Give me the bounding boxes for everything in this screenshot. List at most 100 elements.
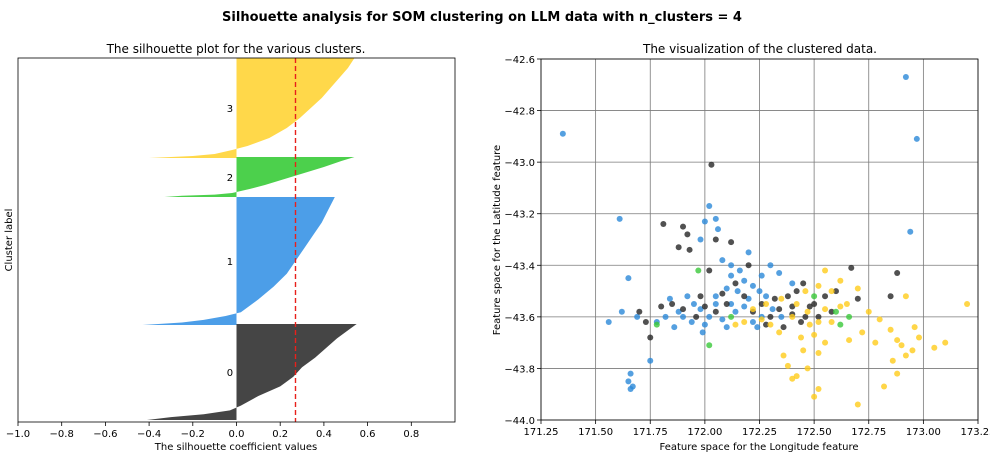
scatter-y-tick-label: −43.4	[504, 261, 535, 272]
scatter-point-cluster-3	[804, 365, 811, 372]
scatter-point-cluster-0	[793, 288, 800, 295]
silhouette-x-tick-label: −0.2	[181, 429, 205, 440]
scatter-point-cluster-0	[745, 262, 752, 269]
scatter-point-cluster-1	[736, 267, 743, 274]
scatter-point-cluster-0	[741, 293, 748, 300]
scatter-point-cluster-1	[902, 74, 909, 81]
scatter-point-cluster-3	[872, 339, 879, 346]
scatter-point-cluster-0	[887, 293, 894, 300]
scatter-point-cluster-1	[756, 288, 763, 295]
scatter-point-cluster-3	[804, 308, 811, 315]
scatter-point-cluster-2	[837, 321, 844, 328]
scatter-x-tick-label: 173.00	[906, 427, 941, 438]
scatter-point-cluster-3	[793, 300, 800, 307]
silhouette-x-tick-label: 0.6	[360, 429, 376, 440]
silhouette-band-0	[146, 324, 357, 420]
scatter-point-cluster-1	[712, 300, 719, 307]
scatter-point-cluster-1	[701, 218, 708, 225]
scatter-point-cluster-0	[815, 313, 822, 320]
scatter-point-cluster-3	[911, 324, 918, 331]
scatter-point-cluster-1	[913, 135, 920, 142]
scatter-point-cluster-3	[964, 300, 971, 307]
silhouette-x-ticks: −1.0 −0.8 −0.6 −0.4 −0.2 0.0 0.2 0.4 0.6 0.8	[6, 422, 419, 440]
scatter-y-label: Feature space for the Latitude feature	[492, 145, 503, 335]
scatter-point-cluster-1	[647, 357, 654, 364]
scatter-point-cluster-1	[625, 275, 632, 282]
scatter-point-cluster-0	[686, 246, 693, 253]
scatter-point-cluster-0	[723, 300, 730, 307]
scatter-point-cluster-1	[712, 293, 719, 300]
silhouette-plot-area: 0 1 2 3	[17, 57, 456, 423]
scatter-y-tick-label: −43.0	[504, 158, 535, 169]
scatter-point-cluster-3	[798, 334, 805, 341]
scatter-point-cluster-1	[706, 313, 713, 320]
scatter-point-cluster-3	[767, 321, 774, 328]
silhouette-x-label: The silhouette coefficient values	[154, 442, 318, 453]
scatter-point-cluster-3	[894, 337, 901, 344]
silhouette-band-3	[149, 58, 355, 158]
figure-suptitle: Silhouette analysis for SOM clustering o…	[222, 10, 742, 25]
scatter-point-cluster-1	[634, 313, 641, 320]
scatter-point-cluster-3	[876, 316, 883, 323]
scatter-point-cluster-3	[822, 267, 829, 274]
scatter-point-cluster-2	[811, 293, 818, 300]
scatter-point-cluster-1	[728, 262, 735, 269]
scatter-y-tick-label: −43.8	[504, 364, 535, 375]
scatter-point-cluster-1	[697, 236, 704, 243]
scatter-point-cluster-3	[902, 352, 909, 359]
scatter-point-cluster-0	[728, 239, 735, 246]
scatter-point-cluster-0	[719, 290, 726, 297]
scatter-point-cluster-3	[843, 300, 850, 307]
scatter-point-cluster-3	[916, 334, 923, 341]
scatter-point-cluster-0	[680, 223, 687, 230]
scatter-point-cluster-3	[815, 349, 822, 356]
scatter-point-cluster-0	[658, 303, 665, 310]
scatter-point-cluster-0	[798, 319, 805, 326]
scatter-point-cluster-0	[680, 306, 687, 313]
scatter-point-cluster-0	[784, 293, 791, 300]
scatter-point-cluster-0	[701, 303, 708, 310]
scatter-y-ticks: −44.0 −43.8 −43.6 −43.4 −43.2 −43.0 −42.8 −42.6	[504, 55, 541, 427]
scatter-point-cluster-0	[684, 231, 691, 238]
scatter-x-tick-label: 171.50	[578, 427, 613, 438]
scatter-point-cluster-0	[647, 334, 654, 341]
scatter-point-cluster-0	[697, 293, 704, 300]
scatter-point-cluster-0	[771, 295, 778, 302]
scatter-point-cluster-1	[666, 295, 673, 302]
silhouette-cluster-label-0: 0	[227, 368, 233, 379]
scatter-point-cluster-0	[822, 293, 829, 300]
silhouette-x-tick-label: 0.8	[403, 429, 419, 440]
scatter-y-tick-label: −43.6	[504, 313, 535, 324]
scatter-point-cluster-0	[675, 244, 682, 251]
scatter-x-tick-label: 171.75	[633, 427, 668, 438]
scatter-point-cluster-0	[828, 308, 835, 315]
scatter-point-cluster-0	[848, 264, 855, 271]
scatter-y-tick-label: −42.8	[504, 107, 535, 118]
silhouette-x-tick-label: −0.6	[93, 429, 117, 440]
scatter-point-cluster-1	[749, 319, 756, 326]
scatter-point-cluster-1	[749, 282, 756, 289]
scatter-point-cluster-3	[815, 386, 822, 393]
scatter-point-cluster-3	[909, 347, 916, 354]
silhouette-cluster-label-1: 1	[227, 257, 233, 268]
silhouette-y-label: Cluster label	[4, 209, 15, 272]
scatter-point-cluster-0	[693, 313, 700, 320]
silhouette-band-2	[164, 157, 355, 197]
scatter-point-cluster-3	[837, 303, 844, 310]
scatter-point-cluster-1	[763, 293, 770, 300]
scatter-point-cluster-1	[675, 308, 682, 315]
silhouette-cluster-label-2: 2	[227, 173, 233, 184]
scatter-point-cluster-0	[712, 308, 719, 315]
scatter-point-cluster-1	[769, 306, 776, 313]
scatter-point-cluster-1	[758, 272, 765, 279]
scatter-point-cluster-1	[741, 303, 748, 310]
scatter-point-cluster-1	[699, 329, 706, 336]
scatter-point-cluster-0	[776, 306, 783, 313]
scatter-point-cluster-1	[680, 313, 687, 320]
scatter-point-cluster-1	[662, 313, 669, 320]
scatter-point-cluster-3	[854, 285, 861, 292]
silhouette-x-tick-label: 0.2	[272, 429, 288, 440]
scatter-point-cluster-1	[776, 270, 783, 277]
scatter-point-cluster-1	[706, 202, 713, 209]
scatter-point-cluster-1	[697, 306, 704, 313]
